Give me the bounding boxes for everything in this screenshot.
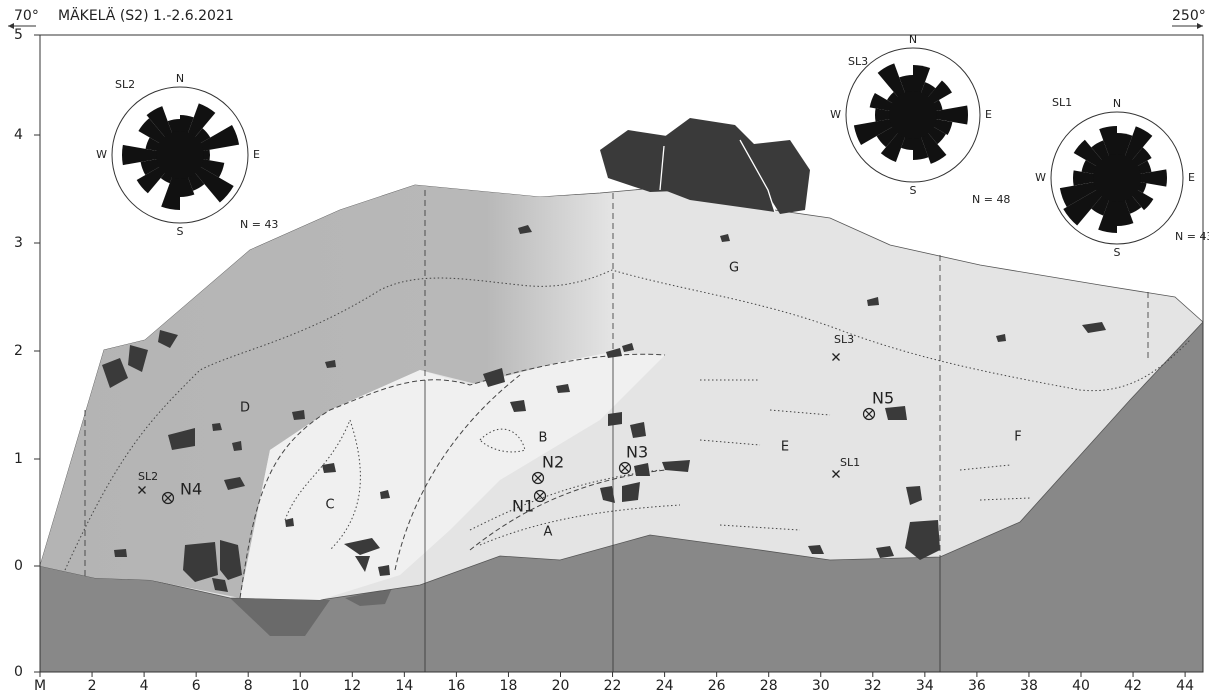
x-tick-label: 18 [500, 678, 518, 694]
rose-south: S [1114, 246, 1121, 259]
x-tick-label: 4 [140, 678, 149, 694]
y-tick-label: 3 [14, 235, 23, 251]
x-tick-label: 2 [88, 678, 97, 694]
x-tick-label: 44 [1176, 678, 1194, 694]
y-tick-label: 0 [14, 558, 23, 574]
unit-label: A [544, 525, 553, 540]
rose-west: W [96, 148, 107, 161]
x-tick-label: 34 [916, 678, 934, 694]
x-tick-label: 38 [1020, 678, 1038, 694]
unit-label: E [781, 440, 789, 455]
rose-east: E [985, 108, 992, 121]
sample-label: N2 [542, 453, 564, 472]
rose-south: S [177, 225, 184, 238]
header: 70° MÄKELÄ (S2) 1.-2.6.2021 250° [8, 6, 1206, 29]
rose-count: N = 43 [240, 218, 278, 231]
measurement-label: SL1 [840, 456, 860, 469]
rose-label: SL1 [1052, 96, 1072, 109]
section-diagram: 70° MÄKELÄ (S2) 1.-2.6.2021 250° [0, 0, 1209, 695]
x-tick-label: 42 [1124, 678, 1142, 694]
x-tick-label: 16 [447, 678, 465, 694]
measurement-label: SL2 [138, 470, 158, 483]
x-tick-label: 30 [812, 678, 830, 694]
rose-west: W [1035, 171, 1046, 184]
rose-label: SL3 [848, 55, 868, 68]
x-tick-label: 14 [395, 678, 413, 694]
rose-east: E [253, 148, 260, 161]
y-tick-label: 5 [14, 27, 23, 43]
y-tick-label: 0 [14, 664, 23, 680]
y-tick-label: 1 [14, 451, 23, 467]
x-tick-label: 22 [604, 678, 622, 694]
x-tick-label: 10 [291, 678, 309, 694]
x-tick-label: 40 [1072, 678, 1090, 694]
unit-label: D [240, 401, 250, 416]
right-direction: 250° [1172, 8, 1206, 24]
x-tick-label: 12 [343, 678, 361, 694]
x-tick-label: 20 [552, 678, 570, 694]
rose-core [1093, 154, 1141, 202]
rose-north: N [176, 72, 184, 85]
x-tick-label: 26 [708, 678, 726, 694]
x-tick-label: 6 [192, 678, 201, 694]
title: MÄKELÄ (S2) 1.-2.6.2021 [58, 6, 234, 24]
rose-count: N = 43 [1175, 230, 1209, 243]
x-tick-label: 36 [968, 678, 986, 694]
rose-east: E [1188, 171, 1195, 184]
unit-label: G [729, 261, 739, 276]
sample-label: N3 [626, 443, 648, 462]
x-tick-label: 32 [864, 678, 882, 694]
sample-label: N5 [872, 389, 894, 408]
sample-label: N1 [512, 497, 534, 516]
rose-core [889, 91, 937, 139]
x-tick-label: M [34, 678, 46, 694]
x-tick-label: 24 [656, 678, 674, 694]
unit-label: F [1014, 430, 1021, 445]
sample-label: N4 [180, 480, 202, 499]
left-direction: 70° [14, 8, 39, 24]
y-tick-label: 4 [14, 127, 23, 143]
x-tick-label: 8 [244, 678, 253, 694]
rose-count: N = 48 [972, 193, 1010, 206]
rose-core [156, 131, 204, 179]
rose-south: S [910, 184, 917, 197]
measurement-label: SL3 [834, 333, 854, 346]
x-tick-label: 28 [760, 678, 778, 694]
rose-west: W [830, 108, 841, 121]
unit-label: B [539, 431, 548, 446]
unit-label: C [325, 498, 334, 513]
y-tick-label: 2 [14, 343, 23, 359]
rose-north: N [909, 33, 917, 46]
rose-label: SL2 [115, 78, 135, 91]
rose-north: N [1113, 97, 1121, 110]
